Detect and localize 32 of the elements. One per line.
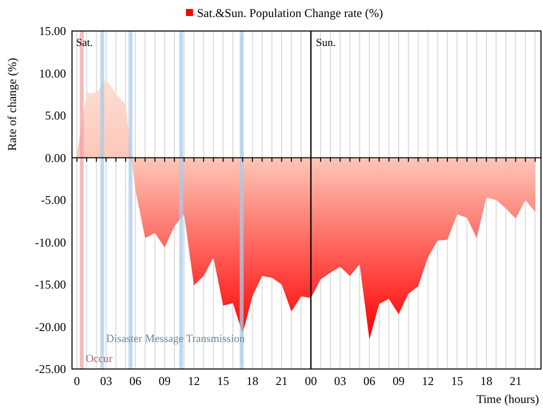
band-label: Occur (86, 353, 113, 365)
x-tick-label: 15 (451, 374, 464, 388)
x-tick-label: 09 (158, 374, 171, 388)
y-tick-label: 15.00 (39, 24, 66, 38)
y-tick-label: 0.00 (45, 150, 66, 165)
y-tick-label: -10.00 (35, 235, 66, 250)
x-tick-label: 12 (188, 374, 200, 388)
x-tick-label: 06 (129, 374, 142, 388)
annotation: Sat. (76, 37, 94, 49)
x-tick-label: 09 (392, 374, 405, 388)
x-tick-label: 12 (422, 374, 434, 388)
legend-label: Sat.&Sun. Population Change rate (%) (197, 6, 383, 20)
x-tick-label: 21 (510, 374, 522, 388)
band-label: Disaster Message Transmission (106, 333, 246, 345)
x-tick-label: 03 (100, 374, 112, 388)
y-tick-label: 10.00 (39, 66, 66, 80)
x-tick-label: 0 (74, 374, 80, 388)
x-tick-label: 00 (304, 374, 317, 388)
x-tick-label: 18 (246, 374, 258, 388)
y-tick-label: 5.00 (45, 108, 66, 122)
x-tick-label: 03 (334, 374, 346, 388)
y-tick-label: -5.00 (41, 193, 66, 207)
y-axis-title: Rate of change (%) (5, 58, 19, 151)
x-tick-label: 15 (217, 374, 230, 388)
x-axis-title: Time (hours) (476, 392, 539, 406)
ref-line-label: Sun. (316, 37, 336, 49)
y-tick-label: -15.00 (35, 278, 66, 292)
y-tick-label: -25.00 (35, 362, 66, 376)
x-tick-label: 21 (276, 374, 288, 388)
x-tick-label: 06 (363, 374, 376, 388)
x-tick-label: 18 (480, 374, 492, 388)
y-tick-label: -20.00 (35, 320, 66, 334)
